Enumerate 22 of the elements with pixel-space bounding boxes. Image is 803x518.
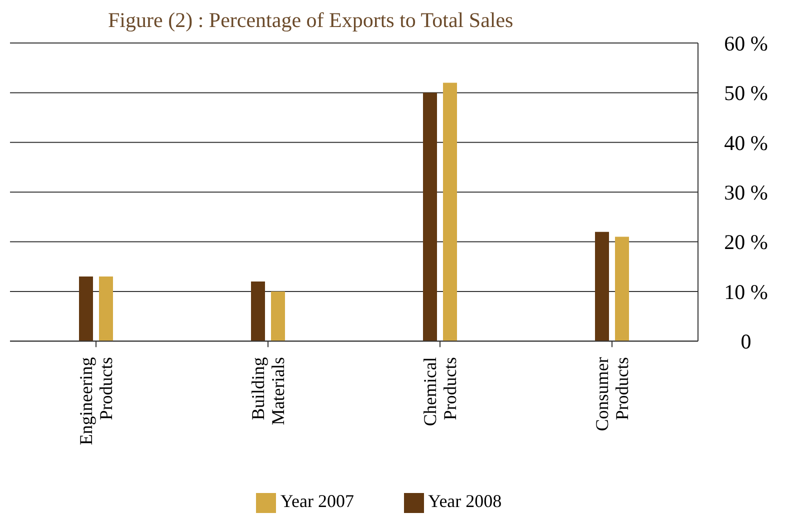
legend-label: Year 2008 — [428, 491, 502, 512]
bar — [443, 82, 457, 342]
y-tick-label: 30 % — [724, 180, 768, 205]
x-tick-label: Chemical Products — [420, 357, 460, 426]
bar — [79, 276, 93, 342]
x-tick-label: Building Materials — [248, 357, 288, 426]
y-tick-label: 60 % — [724, 31, 768, 56]
bar — [615, 236, 629, 342]
chart-title: Figure (2) : Percentage of Exports to Total Sales — [108, 8, 514, 33]
y-tick-label: 20 % — [724, 230, 768, 254]
y-tick-label: 50 % — [724, 81, 768, 106]
y-tick-label: 40 % — [724, 130, 768, 155]
bar — [271, 291, 285, 342]
bar — [99, 276, 113, 342]
y-tick-label: 0 — [740, 330, 752, 354]
y-tick-label: 10 % — [724, 280, 768, 304]
bar — [595, 232, 609, 342]
bar — [251, 282, 265, 342]
bar — [423, 92, 437, 342]
legend-label: Year 2007 — [280, 491, 354, 512]
x-tick-label: Consumer Products — [592, 357, 632, 432]
x-tick-label: Engineering Products — [76, 357, 116, 446]
